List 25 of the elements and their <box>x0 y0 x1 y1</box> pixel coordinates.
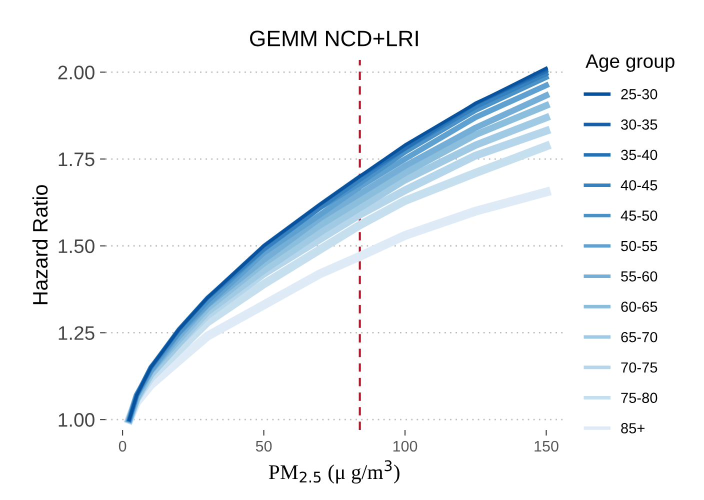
legend-label: 75-80 <box>621 392 658 404</box>
legend-label: 40-45 <box>620 180 658 190</box>
x-tick-label: 150 <box>534 440 558 452</box>
x-tick-label: 0 <box>118 440 126 452</box>
legend-label: 45-50 <box>620 210 658 221</box>
y-tick-label: 2.00 <box>58 66 94 80</box>
legend-label: 70-75 <box>621 362 658 373</box>
legend-label: 30-35 <box>621 119 658 130</box>
x-axis-title: PM$_{2.5}$ (μ g/m$^{3}$) <box>268 460 400 484</box>
legend-title: Age group <box>586 54 674 72</box>
x-tick-label: 50 <box>256 440 272 452</box>
chart-title: GEMM NCD+LRI <box>250 30 418 46</box>
legend-label: 65-70 <box>621 332 658 342</box>
x-tick-label: 100 <box>393 440 418 452</box>
legend-label: 85+ <box>621 423 644 434</box>
y-tick-label: 1.25 <box>58 326 94 340</box>
legend-label: 25-30 <box>621 89 658 100</box>
legend-label: 35-40 <box>621 150 658 160</box>
y-axis-title: Hazard Ratio <box>32 185 48 304</box>
legend-label: 55-60 <box>621 271 658 282</box>
legend-label: 60-65 <box>621 302 658 312</box>
legend-label: 50-55 <box>621 240 658 252</box>
y-tick-label: 1.00 <box>58 413 94 427</box>
y-tick-label: 1.75 <box>58 152 94 166</box>
y-tick-label: 1.50 <box>58 239 94 254</box>
